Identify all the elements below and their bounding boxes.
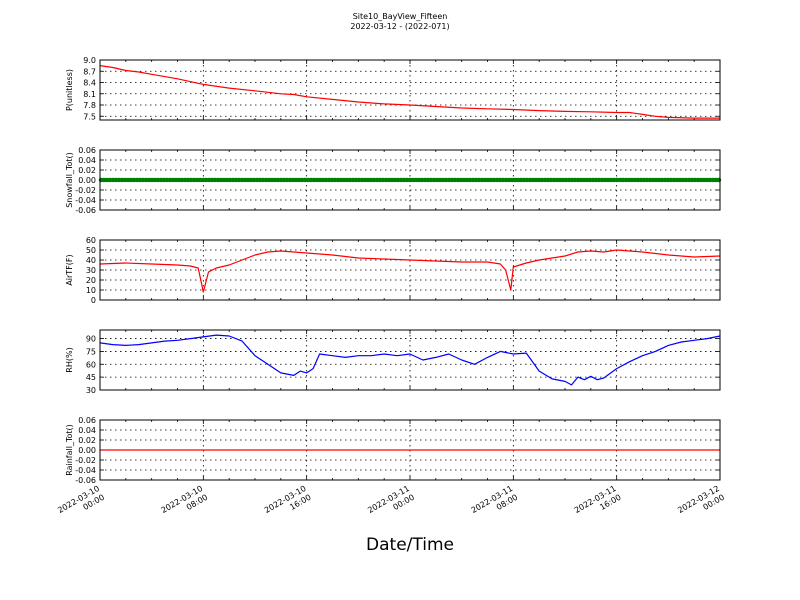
y-tick-label: 60 <box>86 360 96 369</box>
y-tick-label: -0.04 <box>75 466 96 475</box>
y-tick-label: 0.04 <box>78 426 96 435</box>
y-tick-label: 0 <box>91 296 96 305</box>
y-tick-label: 9.0 <box>83 56 96 65</box>
y-tick-label: 7.8 <box>83 101 96 110</box>
axes-frame <box>99 149 721 211</box>
axes-frame <box>99 59 721 121</box>
axes-frame <box>99 329 721 391</box>
y-tick-label: 0.02 <box>78 436 96 445</box>
y-tick-label: -0.06 <box>75 476 96 485</box>
subplot-4: 90 75 60 45 30 RH(%) <box>65 329 721 395</box>
y-tick-label: -0.04 <box>75 196 96 205</box>
y-tick-label: 0.06 <box>78 416 96 425</box>
subplot-1: 9.0 8.7 8.4 8.1 7.8 7.5 P(unitless) <box>65 56 721 121</box>
series-markers <box>98 177 722 183</box>
y-tick-label: 50 <box>86 246 96 255</box>
y-tick-label: 90 <box>86 335 96 344</box>
y-axis-label: Snowfall_Tot() <box>65 152 74 208</box>
axes-frame <box>99 419 721 481</box>
y-axis-label: P(unitless) <box>65 69 74 111</box>
subplots: 9.08.78.48.17.87.5P(unitless)0.060.040.0… <box>65 56 722 485</box>
y-tick-label: 45 <box>86 373 96 382</box>
y-tick-label: 10 <box>86 286 96 295</box>
y-tick-label: -0.02 <box>75 186 96 195</box>
series-line-3-1 <box>99 249 721 293</box>
y-tick-label: 8.4 <box>83 79 96 88</box>
series-line-1-1 <box>99 65 720 119</box>
y-axis-label: AirTF(F) <box>65 254 74 285</box>
y-tick-label: 40 <box>86 256 96 265</box>
subplot-2: 0.060.040.020.00-0.02-0.04-0.06Snowfall_… <box>65 146 722 215</box>
chart-title: Site10_BayView_Fifteen <box>353 12 448 21</box>
y-axis-label: RH(%) <box>65 347 74 372</box>
y-tick-label: -0.02 <box>75 456 96 465</box>
y-tick-label: 0.06 <box>78 146 96 155</box>
y-tick-label: 0.00 <box>78 176 96 185</box>
y-tick-label: -0.06 <box>75 206 96 215</box>
axes-frame <box>99 239 721 301</box>
data-point <box>716 177 722 183</box>
y-tick-label: 75 <box>86 347 96 356</box>
y-axis-label: Rainfall_Tot() <box>65 424 74 476</box>
subplot-5: 0.060.040.020.00-0.02-0.04-0.06Rainfall_… <box>65 416 721 485</box>
series-line-4-1 <box>99 334 721 386</box>
y-tick-label: 30 <box>86 266 96 275</box>
y-tick-label: 0.02 <box>78 166 96 175</box>
y-tick-label: 8.1 <box>83 90 96 99</box>
chart-subtitle: 2022-03-12 - (2022-071) <box>350 22 449 31</box>
y-tick-label: 60 <box>86 236 96 245</box>
y-tick-label: 0.00 <box>78 446 96 455</box>
y-tick-label: 20 <box>86 276 96 285</box>
y-tick-label: 7.5 <box>83 112 96 121</box>
x-axis-label: Date/Time <box>366 535 454 555</box>
y-tick-label: 8.7 <box>83 67 96 76</box>
y-tick-label: 0.04 <box>78 156 96 165</box>
y-tick-label: 30 <box>86 386 96 395</box>
